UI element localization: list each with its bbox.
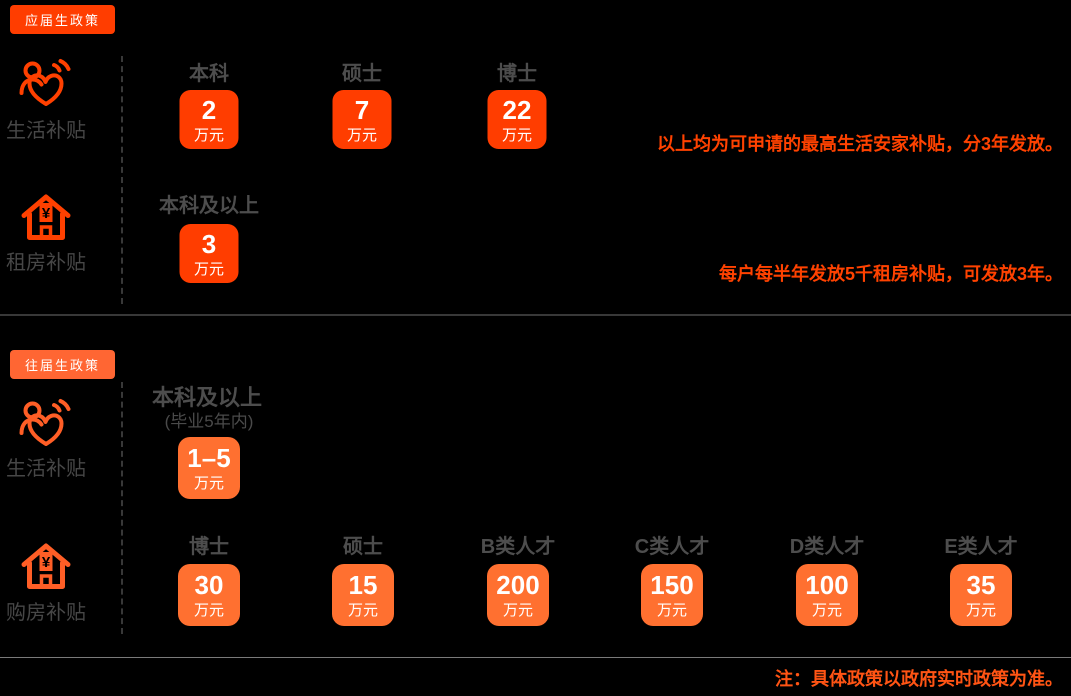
footer-divider (0, 657, 1071, 658)
care-heart-icon (19, 58, 71, 110)
badge-value: 15 (348, 570, 378, 600)
column-header: 本科 (189, 63, 229, 85)
column-header: 博士 (189, 536, 229, 558)
column-subheader: (毕业5年内) (164, 412, 254, 431)
badge-value: 100 (805, 570, 849, 600)
value-badge: 15 万元 (332, 564, 394, 626)
badge-value: 35 (966, 570, 996, 600)
section-divider (0, 314, 1071, 316)
svg-text:¥: ¥ (42, 205, 51, 222)
column-header: 本科及以上 (151, 385, 263, 410)
rent-subsidy-note: 每户每半年发放5千租房补贴，可发放3年。 (718, 264, 1063, 284)
value-badge: 3 万元 (179, 224, 239, 283)
badge-unit: 万元 (656, 602, 687, 619)
column-header: 硕士 (342, 63, 382, 85)
badge-unit: 万元 (193, 475, 224, 492)
fresh-graduate-policy-tag: 应届生政策 (10, 5, 116, 34)
badge-value: 30 (194, 570, 224, 600)
living-subsidy-label: 生活补贴 (6, 458, 86, 480)
rent-subsidy-label: 租房补贴 (6, 252, 86, 274)
badge-unit: 万元 (193, 126, 224, 144)
column-header: E类人才 (944, 536, 1018, 558)
value-badge: 2 万元 (179, 90, 239, 149)
badge-unit: 万元 (502, 602, 533, 619)
column-header: 本科及以上 (159, 195, 259, 217)
house-yen-icon: ¥ (20, 541, 72, 593)
badge-value: 1–5 (187, 443, 231, 473)
svg-text:¥: ¥ (42, 554, 51, 571)
value-badge: 150 万元 (641, 564, 703, 626)
badge-unit: 万元 (501, 126, 532, 144)
living-subsidy-label: 生活补贴 (6, 120, 86, 142)
value-badge: 35 万元 (950, 564, 1012, 626)
previous-graduate-policy-tag: 往届生政策 (10, 350, 116, 379)
badge-value: 200 (496, 570, 540, 600)
badge-value: 2 (201, 94, 217, 125)
value-badge: 100 万元 (796, 564, 858, 626)
value-badge: 22 万元 (487, 90, 547, 149)
badge-unit: 万元 (965, 602, 996, 619)
column-header: D类人才 (789, 536, 865, 558)
value-badge: 200 万元 (487, 564, 549, 626)
dashed-separator (121, 56, 123, 304)
care-heart-icon (19, 398, 71, 450)
value-badge: 1–5 万元 (178, 437, 240, 499)
column-header: B类人才 (480, 536, 556, 558)
value-badge: 30 万元 (178, 564, 240, 626)
column-header: C类人才 (634, 536, 710, 558)
badge-unit: 万元 (811, 602, 842, 619)
footer-note: 注：具体政策以政府实时政策为准。 (775, 669, 1063, 689)
badge-unit: 万元 (347, 602, 378, 619)
living-subsidy-note: 以上均为可申请的最高生活安家补贴，分3年发放。 (656, 134, 1063, 154)
home-purchase-subsidy-label: 购房补贴 (6, 602, 86, 624)
badge-unit: 万元 (193, 260, 224, 278)
badge-unit: 万元 (346, 126, 377, 144)
column-header: 博士 (497, 63, 537, 85)
badge-value: 22 (502, 94, 532, 125)
value-badge: 7 万元 (332, 90, 392, 149)
badge-unit: 万元 (193, 602, 224, 619)
badge-value: 3 (201, 228, 217, 259)
dashed-separator (121, 382, 123, 634)
badge-value: 7 (354, 94, 370, 125)
badge-value: 150 (650, 570, 694, 600)
house-yen-icon: ¥ (20, 192, 72, 244)
column-header: 硕士 (343, 536, 383, 558)
